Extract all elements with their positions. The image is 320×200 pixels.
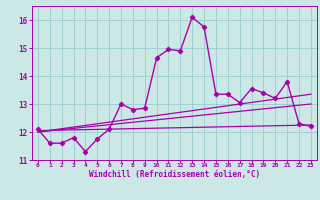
- X-axis label: Windchill (Refroidissement éolien,°C): Windchill (Refroidissement éolien,°C): [89, 170, 260, 179]
